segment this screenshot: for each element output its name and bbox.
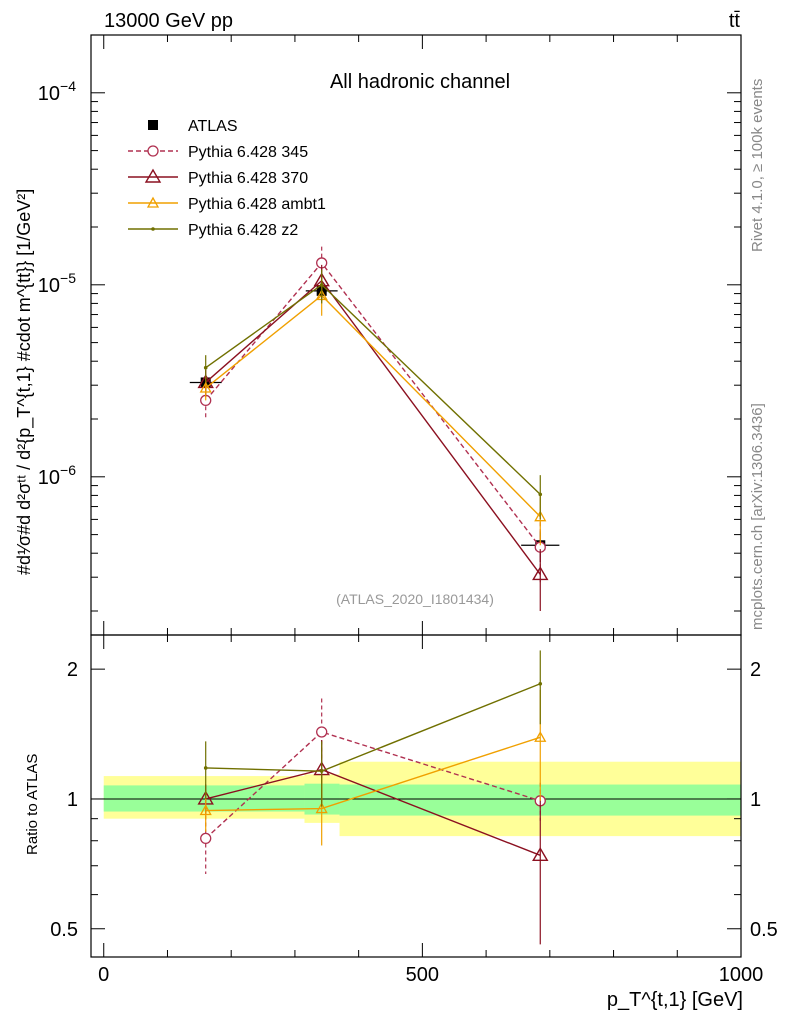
ratio-y-tick-label-left: 1 xyxy=(67,789,78,811)
main-series-ambt1 xyxy=(199,279,547,546)
main-series-p345 xyxy=(200,246,546,583)
main-panel: 10−6 10−5 10−4 All hadronic channel (ATLAS… xyxy=(14,34,742,636)
main-marks xyxy=(189,246,560,612)
main-point-z2 xyxy=(319,283,324,287)
ratio-bands xyxy=(91,761,741,837)
x-tick-label: 1000 xyxy=(719,964,764,986)
ratio-series-z2 xyxy=(203,650,543,807)
main-series-p370 xyxy=(197,264,549,612)
main-point-z2 xyxy=(538,492,543,497)
legend-marker-p370 xyxy=(144,168,162,183)
legend-item-z2: Pythia 6.428 z2 xyxy=(128,222,298,239)
ratio-y-tick-label-left: 0.5 xyxy=(50,919,78,941)
legend-label-data: ATLAS xyxy=(188,118,238,135)
ratio-point-p345 xyxy=(316,726,328,738)
main-line-ambt1 xyxy=(205,294,541,518)
legend-marker-p345 xyxy=(147,145,159,157)
ratio-frame xyxy=(90,634,742,958)
ratio-point-ambt1 xyxy=(199,804,212,816)
main-y-axis-label: #d¹⁄σ#d d²σᵗᵗ / d²{p_T^{t,1} #cdot m^{tt… xyxy=(14,189,35,575)
x-tick-label: 500 xyxy=(406,964,439,986)
legend-item-ambt1: Pythia 6.428 ambt1 xyxy=(128,196,326,213)
ratio-point-p370 xyxy=(532,846,549,862)
analysis-tag: (ATLAS_2020_I1801434) xyxy=(336,591,494,607)
main-y-tick-label: 10−6 xyxy=(38,462,76,489)
main-point-z2 xyxy=(203,365,208,370)
x-axis-label: p_T^{t,1} [GeV] xyxy=(607,989,743,1011)
legend-label-ambt1: Pythia 6.428 ambt1 xyxy=(188,196,326,213)
ratio-line-z2 xyxy=(205,683,541,772)
x-tick-label: 0 xyxy=(98,964,109,986)
ratio-point-ambt1 xyxy=(315,802,328,814)
mcplots-label: mcplots.cern.ch [arXiv:1306.3436] xyxy=(749,403,766,630)
main-line-z2 xyxy=(205,283,541,495)
ratio-line-p345 xyxy=(205,731,541,839)
legend-item-p345: Pythia 6.428 345 xyxy=(128,144,308,161)
main-y-tick-label: 10−4 xyxy=(38,78,76,105)
ratio-point-z2 xyxy=(538,681,543,686)
rivet-version-label: Rivet 4.1.0, ≥ 100k events xyxy=(749,79,766,252)
main-title: All hadronic channel xyxy=(330,71,510,93)
energy-label: 13000 GeV pp xyxy=(104,10,233,32)
main-point-ambt1 xyxy=(199,381,212,393)
ratio-marks xyxy=(197,650,549,945)
main-series-data xyxy=(189,282,560,562)
legend-marker-data xyxy=(148,120,158,130)
ratio-point-z2 xyxy=(319,769,324,773)
main-y-tick-label: 10−5 xyxy=(38,270,76,297)
main-axes: 10−6 10−5 10−4 xyxy=(38,34,742,635)
legend-item-data: ATLAS xyxy=(148,118,238,135)
ratio-y-tick-label-right: 1 xyxy=(750,789,761,811)
main-point-p370 xyxy=(532,566,549,581)
main-line-p345 xyxy=(205,261,541,548)
legend-marker-z2 xyxy=(151,227,155,231)
ratio-y-tick-label-left: 2 xyxy=(67,659,78,681)
legend-label-p345: Pythia 6.428 345 xyxy=(188,144,308,161)
ratio-y-tick-label-right: 2 xyxy=(750,659,761,681)
main-series-z2 xyxy=(203,269,543,520)
process-label: tt̄ xyxy=(729,10,741,32)
ratio-point-ambt1 xyxy=(534,730,547,742)
main-point-ambt1 xyxy=(534,510,547,522)
legend-label-p370: Pythia 6.428 370 xyxy=(188,170,308,187)
ratio-point-z2 xyxy=(203,766,208,770)
ratio-axes: 0.5 0.5 1 1 2 2 0 500 1000 xyxy=(50,635,778,986)
legend-marker-ambt1 xyxy=(146,196,160,208)
ratio-panel: 0.5 0.5 1 1 2 2 0 500 1000 Ratio to ATLAS p_T^{t… xyxy=(24,634,778,1011)
ratio-y-axis-label: Ratio to ATLAS xyxy=(24,754,41,855)
legend-label-z2: Pythia 6.428 z2 xyxy=(188,222,298,239)
main-line-p370 xyxy=(205,279,541,575)
ratio-y-tick-label-right: 0.5 xyxy=(750,919,778,941)
legend: ATLAS Pythia 6.428 345 Pythia 6.428 370 Pyt… xyxy=(128,118,326,239)
legend-item-p370: Pythia 6.428 370 xyxy=(128,168,308,187)
ratio-point-p345 xyxy=(200,832,212,845)
